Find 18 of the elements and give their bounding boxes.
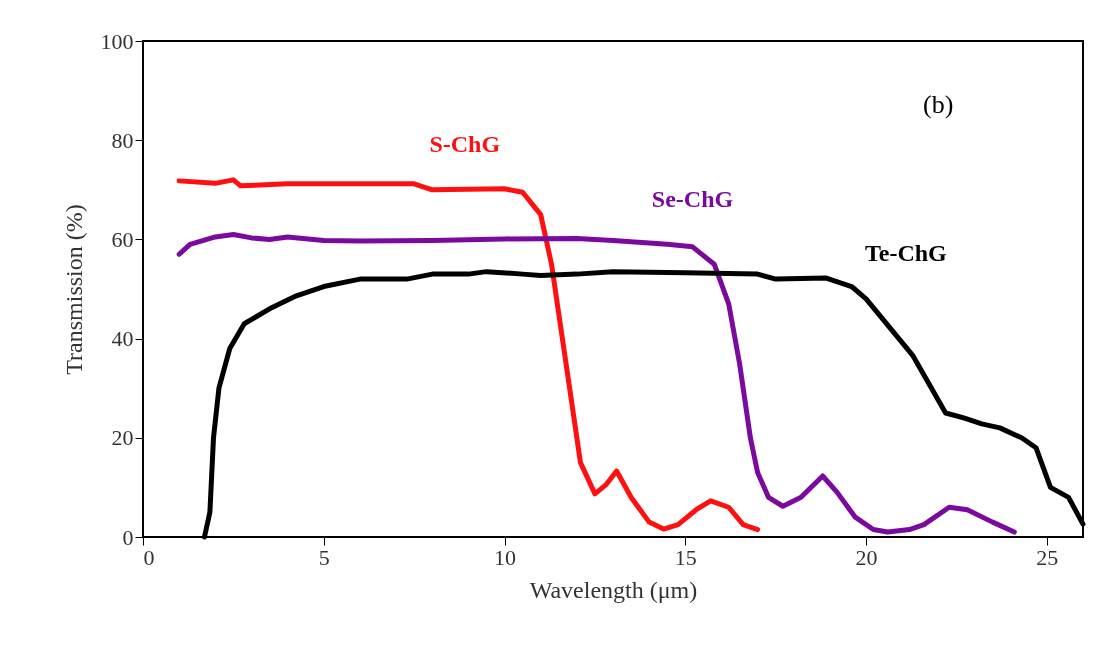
annotation: (b) — [923, 90, 954, 120]
x-axis-title: Wavelength (μm) — [529, 576, 698, 603]
y-tick-label: 60 — [111, 226, 134, 252]
y-tick-label: 40 — [111, 326, 134, 352]
x-tick-label: 15 — [674, 544, 697, 570]
y-tick-label: 80 — [111, 127, 134, 153]
x-tick-label: 5 — [318, 544, 330, 570]
series-label: Se-ChG — [651, 185, 734, 212]
y-axis-title: Transmission (%) — [60, 204, 87, 375]
x-tick-label: 25 — [1036, 544, 1059, 570]
y-tick-label: 0 — [122, 524, 134, 550]
series-label: Te-ChG — [864, 240, 948, 267]
y-tick-label: 20 — [111, 425, 134, 451]
y-tick-label: 100 — [100, 28, 134, 54]
series-label: S-ChG — [429, 131, 501, 158]
x-tick-label: 10 — [494, 544, 517, 570]
x-tick-label: 20 — [855, 544, 878, 570]
x-tick-label: 0 — [143, 544, 155, 570]
